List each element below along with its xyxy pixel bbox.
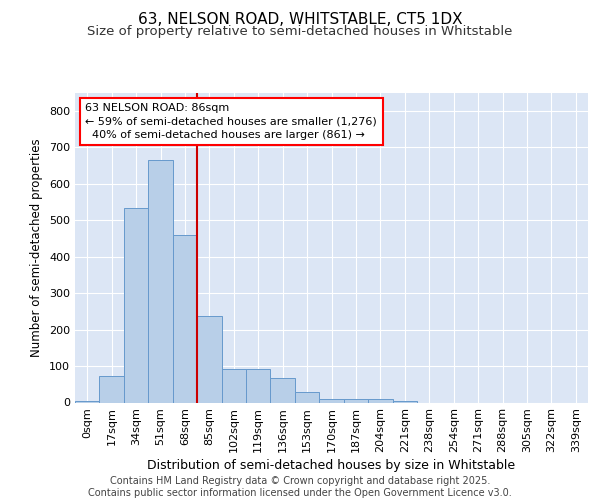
Text: 63, NELSON ROAD, WHITSTABLE, CT5 1DX: 63, NELSON ROAD, WHITSTABLE, CT5 1DX (137, 12, 463, 28)
Bar (100, 376, 124, 402)
Bar (319, 399, 344, 402)
X-axis label: Distribution of semi-detached houses by size in Whitstable: Distribution of semi-detached houses by … (148, 460, 515, 472)
Bar (148, 160, 173, 402)
Text: Contains HM Land Registry data © Crown copyright and database right 2025.
Contai: Contains HM Land Registry data © Crown c… (88, 476, 512, 498)
Bar (173, 234, 197, 402)
Bar (221, 368, 246, 402)
Bar (246, 369, 271, 402)
Bar (75, 400, 100, 402)
Text: Size of property relative to semi-detached houses in Whitstable: Size of property relative to semi-detach… (88, 25, 512, 38)
Text: 63 NELSON ROAD: 86sqm
← 59% of semi-detached houses are smaller (1,276)
  40% of: 63 NELSON ROAD: 86sqm ← 59% of semi-deta… (85, 104, 377, 140)
Bar (368, 399, 392, 402)
Bar (271, 378, 295, 402)
Bar (392, 400, 417, 402)
Bar (295, 392, 319, 402)
Bar (124, 208, 148, 402)
Bar (344, 399, 368, 402)
Y-axis label: Number of semi-detached properties: Number of semi-detached properties (31, 138, 43, 357)
Bar (197, 316, 221, 402)
